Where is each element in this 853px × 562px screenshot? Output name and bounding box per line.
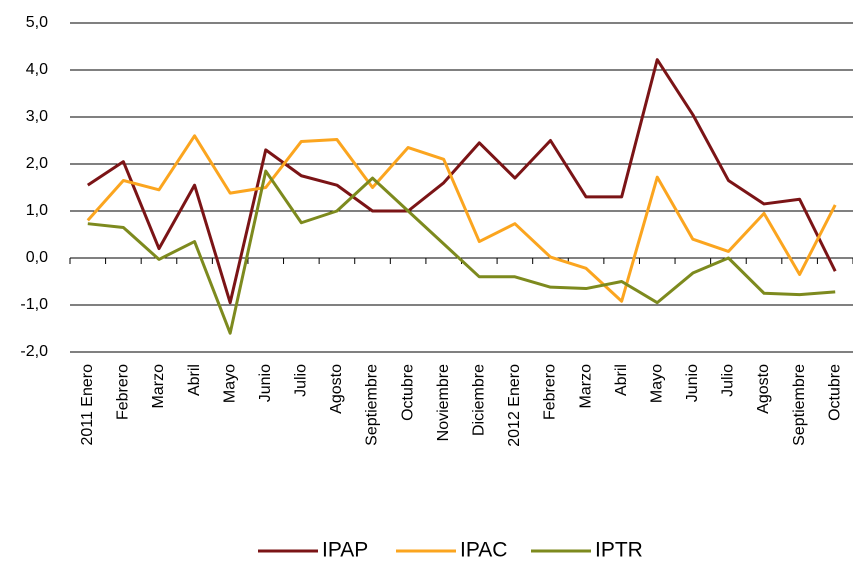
x-tick-label: Marzo [577,364,594,409]
y-tick-label: -2,0 [20,343,48,360]
x-tick-label: Abril [613,364,630,396]
x-tick-label: Agosto [328,364,345,414]
x-tick-label: Febrero [542,364,559,420]
x-tick-label: 2012 Enero [506,364,523,447]
x-tick-label: Mayo [648,364,665,403]
legend-label: IPTR [595,539,643,562]
x-tick-label: Junio [257,364,274,402]
x-tick-label: Septiembre [364,364,381,446]
x-tick-label: Noviembre [435,364,452,441]
x-tick-label: Febrero [115,364,132,420]
y-tick-label: 3,0 [26,108,48,125]
y-tick-label: 4,0 [26,61,48,78]
y-tick-label: 1,0 [26,202,48,219]
x-tick-label: 2011 Enero [79,364,96,446]
x-tick-label: Diciembre [471,364,488,436]
x-tick-label: Junio [684,364,701,402]
x-tick-label: Julio [720,364,737,397]
y-tick-label: 0,0 [26,249,48,266]
series-line [86,134,837,303]
series-line [86,58,837,305]
x-tick-label: Julio [293,364,310,397]
x-tick-label: Octubre [399,364,416,421]
y-tick-label: -1,0 [20,296,48,313]
x-tick-label: Septiembre [791,364,808,446]
legend-label: IPAC [460,539,507,562]
x-tick-label: Abril [186,364,203,396]
x-tick-label: Marzo [150,364,167,409]
x-tick-label: Octubre [826,364,843,421]
x-tick-label: Mayo [221,364,238,403]
y-tick-label: 5,0 [26,14,48,31]
x-tick-label: Agosto [755,364,772,414]
series-line [87,169,836,335]
legend-label: IPAP [322,539,368,562]
y-tick-label: 2,0 [26,155,48,172]
